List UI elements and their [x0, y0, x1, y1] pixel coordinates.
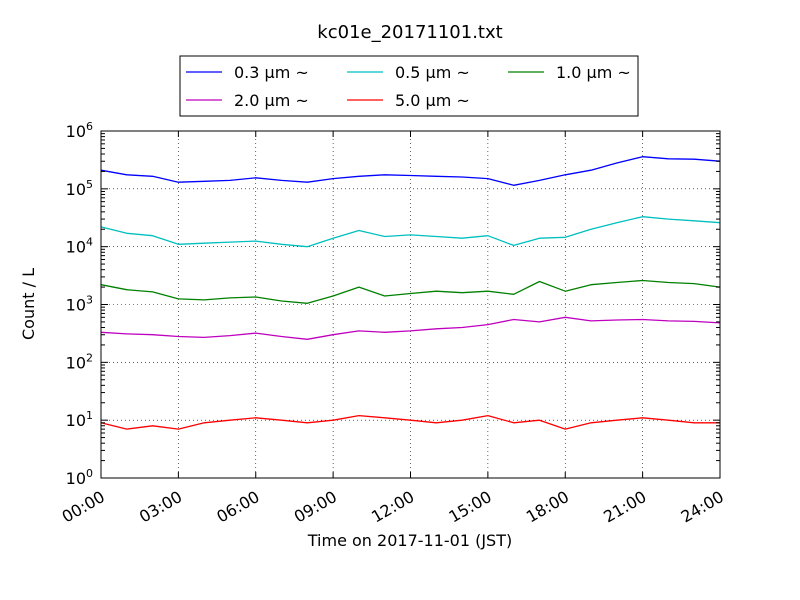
series-line-2: [100, 216, 721, 248]
legend-label: 5.0 μm ~: [395, 91, 470, 110]
legend-label: 0.3 μm ~: [234, 63, 309, 82]
y-tick-label: 102: [66, 351, 93, 372]
y-tick-label: 101: [66, 409, 93, 430]
y-axis-label: Count / L: [19, 268, 38, 340]
y-tick-label: 104: [66, 236, 93, 257]
series-line-5: [100, 414, 720, 430]
x-axis-label: Time on 2017-11-01 (JST): [307, 531, 512, 550]
series-line-1: [100, 156, 721, 186]
y-tick-label: 106: [66, 120, 93, 141]
y-tick-label: 105: [66, 178, 93, 199]
legend-label: 2.0 μm ~: [234, 91, 309, 110]
series-line-3: [100, 279, 721, 304]
legend-label: 0.5 μm ~: [395, 63, 470, 82]
series-layer: [100, 156, 721, 430]
legend-label: 1.0 μm ~: [556, 63, 631, 82]
y-tick-label: 100: [66, 467, 93, 488]
legend-frame: [179, 55, 639, 117]
series-line-4: [100, 316, 721, 340]
legend: 0.3 μm ~ 0.5 μm ~ 1.0 μm ~ 2.0 μm ~ 5.0 μm ~: [179, 55, 639, 117]
y-tick-label: 103: [66, 294, 93, 315]
chart-title: kc01e_20171101.txt: [317, 22, 502, 43]
